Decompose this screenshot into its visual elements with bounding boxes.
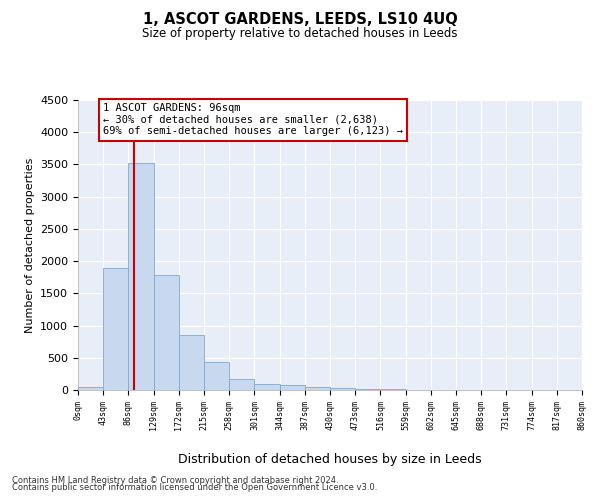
Text: 1, ASCOT GARDENS, LEEDS, LS10 4UQ: 1, ASCOT GARDENS, LEEDS, LS10 4UQ <box>143 12 457 28</box>
Bar <box>179 335 204 390</box>
Text: 1 ASCOT GARDENS: 96sqm
← 30% of detached houses are smaller (2,638)
69% of semi-: 1 ASCOT GARDENS: 96sqm ← 30% of detached… <box>103 103 403 136</box>
Bar <box>305 388 330 390</box>
Bar <box>280 386 305 390</box>
Bar <box>204 362 229 390</box>
Bar <box>128 163 154 390</box>
Bar <box>103 268 128 390</box>
Text: Contains HM Land Registry data © Crown copyright and database right 2024.: Contains HM Land Registry data © Crown c… <box>12 476 338 485</box>
Y-axis label: Number of detached properties: Number of detached properties <box>25 158 35 332</box>
Text: Distribution of detached houses by size in Leeds: Distribution of detached houses by size … <box>178 452 482 466</box>
Bar <box>330 388 355 390</box>
Bar <box>254 384 280 390</box>
Text: Contains public sector information licensed under the Open Government Licence v3: Contains public sector information licen… <box>12 484 377 492</box>
Bar <box>355 389 380 390</box>
Bar <box>229 379 254 390</box>
Bar <box>154 276 179 390</box>
Bar <box>78 387 103 390</box>
Text: Size of property relative to detached houses in Leeds: Size of property relative to detached ho… <box>142 28 458 40</box>
